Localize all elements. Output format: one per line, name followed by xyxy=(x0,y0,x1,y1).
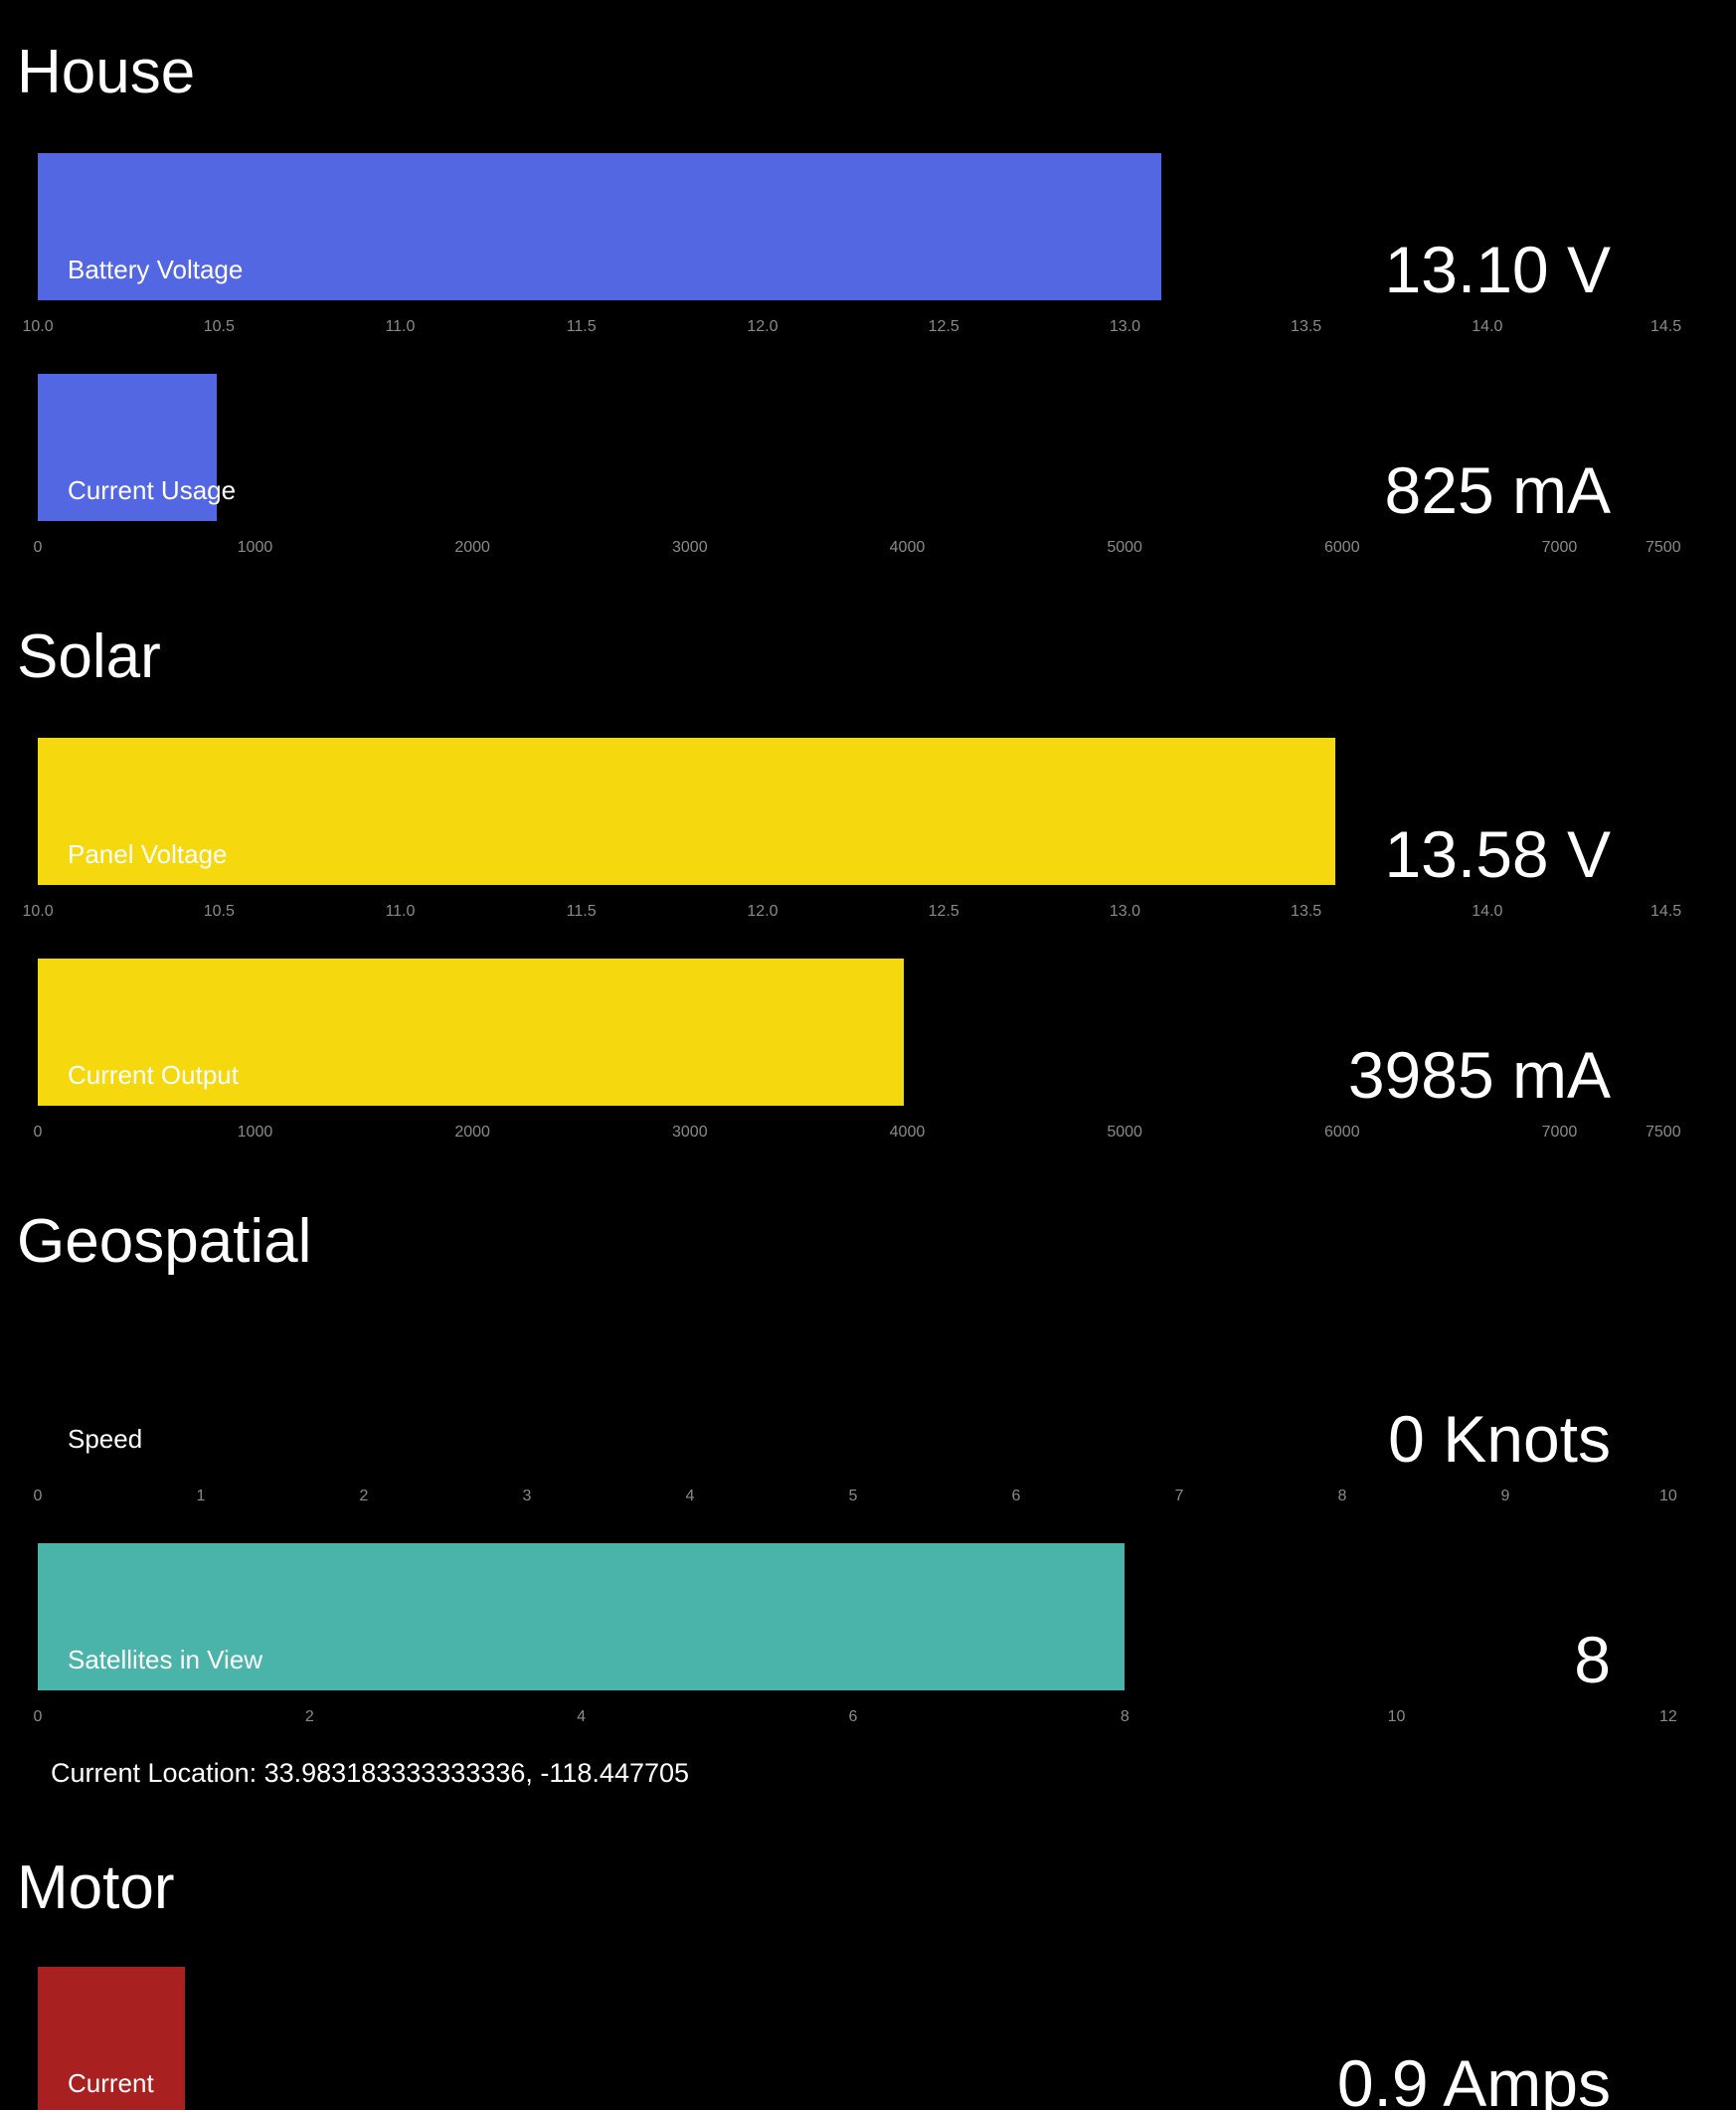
axis-tick: 0 xyxy=(33,1708,43,1725)
axis-tick: 7 xyxy=(1174,1488,1184,1504)
motor-current-bar xyxy=(38,1967,185,2110)
current-output-bar xyxy=(38,959,905,1106)
axis-tick: 7500 xyxy=(1646,539,1681,556)
axis-tick: 12.0 xyxy=(747,903,779,920)
axis-tick: 10 xyxy=(1387,1708,1406,1725)
axis-tick: 14.5 xyxy=(1650,318,1682,335)
axis-tick: 13.0 xyxy=(1109,318,1140,335)
gauge-panel-voltage: Panel Voltage 13.58 V 10.0 10.5 11.0 11.5 12… xyxy=(23,738,1682,927)
satellites-label: Satellites in View xyxy=(68,1645,263,1674)
satellites-axis: 0 2 4 6 8 10 12 xyxy=(34,1708,1681,1728)
current-usage-label: Current Usage xyxy=(68,475,237,505)
axis-tick: 8 xyxy=(1120,1708,1129,1725)
axis-tick: 13.5 xyxy=(1291,318,1322,335)
section-title-house: House xyxy=(17,38,196,106)
current-output-value: 3985 mA xyxy=(1347,1038,1611,1112)
axis-tick: 10.0 xyxy=(22,318,54,335)
axis-tick: 3000 xyxy=(672,539,708,556)
gauge-current-output: Current Output 3985 mA 0 1000 2000 3000 4000… xyxy=(34,959,1681,1147)
panel-voltage-bar xyxy=(38,738,1335,885)
axis-tick: 4000 xyxy=(889,1124,926,1141)
gauge-current-usage: Current Usage 825 mA 0 1000 2000 3000 4000 50… xyxy=(34,374,1681,563)
panel-voltage-label: Panel Voltage xyxy=(68,839,228,869)
axis-tick: 11.5 xyxy=(566,903,597,920)
axis-tick: 13.0 xyxy=(1109,903,1140,920)
axis-tick: 3 xyxy=(522,1488,532,1504)
axis-tick: 12 xyxy=(1659,1708,1677,1725)
panel-voltage-axis: 10.0 10.5 11.0 11.5 12.0 12.5 13.0 13.5 14.0 14.5 xyxy=(23,903,1682,923)
axis-tick: 2 xyxy=(304,1708,314,1725)
gauge-motor-current: Current 0.9 Amps xyxy=(38,1967,1678,2110)
axis-tick: 10.5 xyxy=(203,318,235,335)
battery-voltage-bar xyxy=(38,153,1161,300)
axis-tick: 12.5 xyxy=(928,903,959,920)
axis-tick: 13.5 xyxy=(1291,903,1322,920)
axis-tick: 2 xyxy=(359,1488,369,1504)
battery-voltage-value: 13.10 V xyxy=(1384,233,1611,306)
axis-tick: 6 xyxy=(1011,1488,1021,1504)
axis-tick: 10.5 xyxy=(203,903,235,920)
speed-label: Speed xyxy=(68,1424,143,1454)
gauge-speed: Speed 0 Knots 0 1 2 3 4 5 6 7 8 9 10 xyxy=(34,1322,1681,1511)
section-title-motor: Motor xyxy=(17,1853,175,1922)
axis-tick: 8 xyxy=(1337,1488,1347,1504)
axis-tick: 6000 xyxy=(1324,539,1360,556)
gauge-battery-voltage: Battery Voltage 13.10 V 10.0 10.5 11.0 11.5… xyxy=(23,153,1682,342)
axis-tick: 5000 xyxy=(1107,1124,1142,1141)
axis-tick: 1000 xyxy=(237,1124,273,1141)
axis-tick: 4 xyxy=(685,1488,695,1504)
battery-voltage-axis: 10.0 10.5 11.0 11.5 12.0 12.5 13.0 13.5 14.0 14.5 xyxy=(23,318,1682,338)
axis-tick: 12.0 xyxy=(747,318,779,335)
axis-tick: 14.0 xyxy=(1472,318,1503,335)
current-usage-value: 825 mA xyxy=(1384,453,1611,527)
gauge-satellites-in-view: Satellites in View 8 0 2 4 6 8 10 12 xyxy=(34,1543,1681,1732)
section-title-solar: Solar xyxy=(17,622,161,691)
axis-tick: 10.0 xyxy=(22,903,54,920)
panel-voltage-value: 13.58 V xyxy=(1384,817,1611,891)
current-output-label: Current Output xyxy=(68,1060,239,1090)
speed-axis: 0 1 2 3 4 5 6 7 8 9 10 xyxy=(34,1488,1681,1507)
axis-tick: 0 xyxy=(33,1488,43,1504)
current-output-axis: 0 1000 2000 3000 4000 5000 6000 7000 7500 xyxy=(34,1124,1681,1143)
axis-tick: 0 xyxy=(33,1124,43,1141)
axis-tick: 1 xyxy=(196,1488,206,1504)
axis-tick: 7500 xyxy=(1646,1124,1681,1141)
battery-voltage-label: Battery Voltage xyxy=(68,255,244,284)
axis-tick: 11.5 xyxy=(566,318,597,335)
axis-tick: 10 xyxy=(1659,1488,1677,1504)
axis-tick: 2000 xyxy=(454,539,490,556)
axis-tick: 4000 xyxy=(889,539,926,556)
axis-tick: 1000 xyxy=(237,539,273,556)
motor-current-label: Current xyxy=(68,2068,154,2098)
current-location: Current Location: 33.983183333333336, -1… xyxy=(51,1758,690,1788)
axis-tick: 4 xyxy=(577,1708,587,1725)
current-usage-bar xyxy=(38,374,218,521)
axis-tick: 14.5 xyxy=(1650,903,1682,920)
axis-tick: 3000 xyxy=(672,1124,708,1141)
axis-tick: 6000 xyxy=(1324,1124,1360,1141)
axis-tick: 14.0 xyxy=(1472,903,1503,920)
satellites-value: 8 xyxy=(1574,1623,1611,1696)
axis-tick: 6 xyxy=(848,1708,858,1725)
section-title-geospatial: Geospatial xyxy=(17,1207,312,1276)
motor-current-value: 0.9 Amps xyxy=(1336,2046,1611,2110)
speed-value: 0 Knots xyxy=(1388,1402,1611,1476)
axis-tick: 5000 xyxy=(1107,539,1142,556)
axis-tick: 5 xyxy=(848,1488,858,1504)
axis-tick: 2000 xyxy=(454,1124,490,1141)
axis-tick: 9 xyxy=(1500,1488,1510,1504)
axis-tick: 0 xyxy=(33,539,43,556)
axis-tick: 7000 xyxy=(1541,539,1578,556)
current-usage-axis: 0 1000 2000 3000 4000 5000 6000 7000 7500 xyxy=(34,539,1681,559)
satellites-bar xyxy=(38,1543,1126,1690)
axis-tick: 7000 xyxy=(1541,1124,1578,1141)
axis-tick: 11.0 xyxy=(385,318,416,335)
axis-tick: 11.0 xyxy=(385,903,416,920)
axis-tick: 12.5 xyxy=(928,318,959,335)
